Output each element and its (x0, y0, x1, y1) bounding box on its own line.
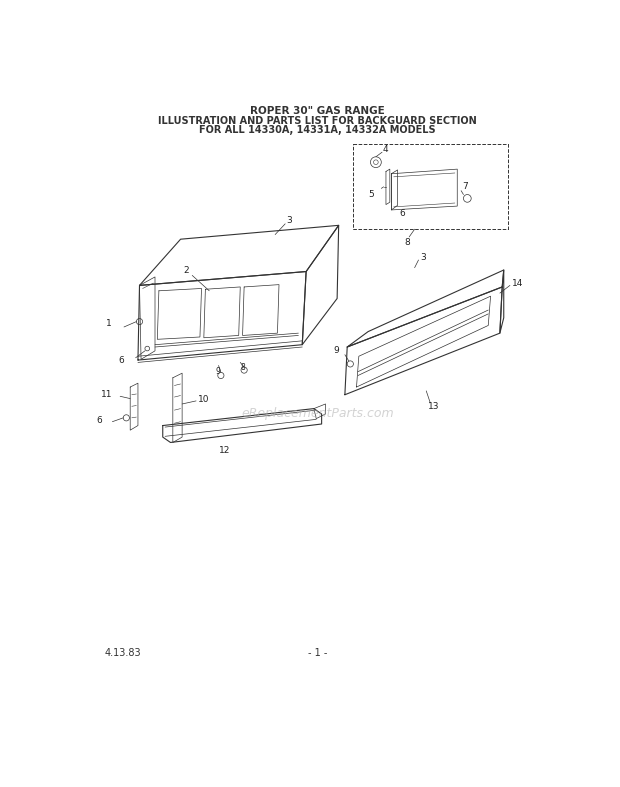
Text: 2: 2 (183, 266, 188, 275)
Text: FOR ALL 14330A, 14331A, 14332A MODELS: FOR ALL 14330A, 14331A, 14332A MODELS (200, 125, 436, 135)
Text: 6: 6 (119, 357, 125, 365)
Text: 8: 8 (404, 238, 410, 247)
Text: 9: 9 (216, 368, 220, 376)
Text: 4.13.83: 4.13.83 (105, 648, 141, 658)
Text: 14: 14 (512, 279, 523, 287)
Text: 11: 11 (101, 390, 113, 399)
Text: 4: 4 (383, 146, 389, 154)
Text: 5: 5 (368, 190, 374, 199)
Text: eReplacementParts.com: eReplacementParts.com (241, 408, 394, 420)
Text: 3: 3 (286, 216, 293, 225)
Text: 9: 9 (333, 346, 339, 356)
Text: 6: 6 (96, 416, 102, 426)
Text: ILLUSTRATION AND PARTS LIST FOR BACKGUARD SECTION: ILLUSTRATION AND PARTS LIST FOR BACKGUAR… (158, 116, 477, 126)
Text: 13: 13 (428, 402, 440, 411)
Text: 3: 3 (420, 253, 426, 262)
Text: 7: 7 (463, 182, 469, 190)
Text: 12: 12 (219, 445, 231, 455)
Text: - 1 -: - 1 - (308, 648, 327, 658)
Text: 8: 8 (241, 364, 245, 372)
Text: ROPER 30" GAS RANGE: ROPER 30" GAS RANGE (250, 106, 385, 116)
Text: 10: 10 (198, 395, 209, 404)
Text: 1: 1 (105, 320, 112, 328)
Text: 6: 6 (399, 209, 405, 218)
